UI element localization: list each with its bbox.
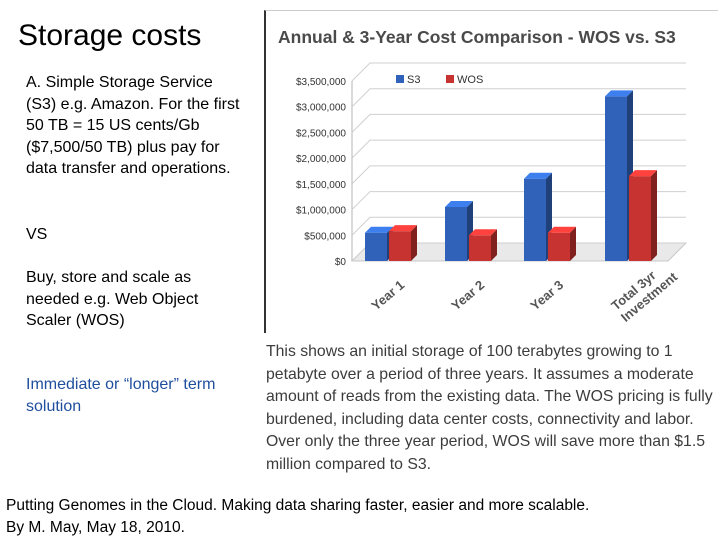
x-category-label: Total 3yrInvestment: [608, 257, 680, 325]
s3-bar-top: [445, 201, 473, 207]
x-category-label: Year 2: [448, 277, 487, 313]
y-tick-label: $1,500,000: [296, 180, 346, 191]
y-tick-label: $0: [335, 257, 347, 268]
chart-plot: $0 $500,000 $1,000,000 $1,500,000 $2,000,000…: [296, 62, 688, 325]
wos-legend-label: WOS: [457, 74, 483, 86]
y-tick-label: $2,000,000: [296, 154, 346, 165]
wos-legend-swatch: [446, 75, 454, 83]
wos-bar: [469, 235, 491, 261]
s3-legend-swatch: [396, 75, 404, 83]
wos-bar-side: [570, 226, 576, 261]
y-tick-label: $1,000,000: [296, 206, 346, 217]
y-tick-label: $500,000: [304, 231, 346, 242]
wos-bar-side: [491, 229, 497, 261]
citation-author: By M. May, May 18, 2010.: [6, 519, 185, 536]
gridline: [351, 113, 686, 133]
cost-comparison-chart: Annual & 3-Year Cost Comparison - WOS vs…: [264, 10, 718, 333]
x-category-label: Year 1: [368, 277, 407, 313]
wos-bar-top: [548, 226, 576, 233]
s3-bar: [605, 96, 627, 261]
gridline: [351, 88, 686, 108]
wos-bar-top: [629, 170, 657, 177]
gridline: [351, 191, 686, 210]
s3-bar: [445, 207, 467, 261]
versus-text: VS: [26, 226, 48, 243]
wos-bar-top: [469, 229, 497, 236]
chart-caption: This shows an initial storage of 100 ter…: [266, 343, 713, 473]
s3-bar: [365, 232, 387, 261]
citation-title: Putting Genomes in the Cloud: [6, 497, 213, 514]
s3-bar: [524, 178, 546, 261]
s3-description: A. Simple Storage Service (S3) e.g. Amaz…: [26, 74, 240, 178]
y-tick-label: $2,500,000: [296, 128, 346, 139]
y-tick-label: $3,000,000: [296, 103, 346, 114]
wos-bar: [548, 232, 570, 261]
slide-title: Storage costs: [18, 19, 202, 52]
wos-bar-side: [411, 225, 417, 261]
chart-title: Annual & 3-Year Cost Comparison - WOS vs…: [278, 27, 676, 47]
gridline: [351, 165, 686, 185]
s3-bar-top: [365, 226, 393, 233]
term-note: Immediate or “longer” term solution: [26, 376, 216, 415]
wos-bar-top: [389, 225, 417, 232]
wos-bar: [629, 176, 651, 261]
wos-bar-side: [651, 170, 657, 261]
wos-bar: [389, 231, 411, 261]
gridline: [351, 216, 686, 236]
wos-description: Buy, store and scale as needed e.g. Web …: [26, 269, 199, 330]
gridline: [351, 62, 686, 82]
s3-bar-top: [605, 90, 633, 97]
x-category-label: Year 3: [527, 277, 566, 313]
citation-footer: Putting Genomes in the Cloud. Making dat…: [6, 495, 718, 539]
s3-bar-top: [524, 172, 552, 179]
y-tick-label: $3,500,000: [296, 77, 346, 88]
s3-legend-label: S3: [407, 74, 420, 86]
gridline: [351, 139, 686, 159]
citation-subtitle: . Making data sharing faster, easier and…: [212, 497, 590, 514]
